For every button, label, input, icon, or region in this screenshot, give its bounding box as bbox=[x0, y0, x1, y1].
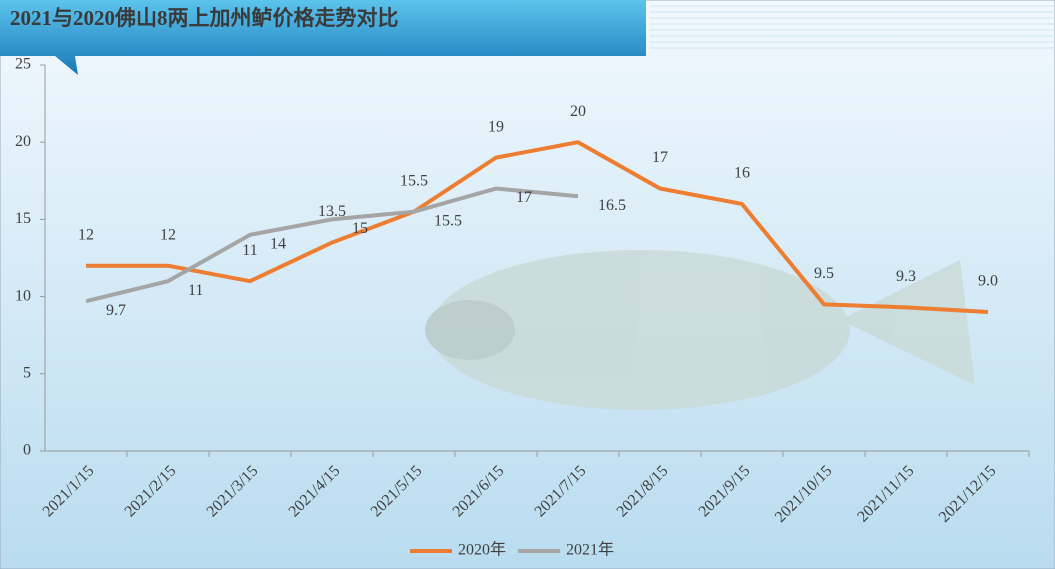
y-tick-label: 0 bbox=[23, 442, 31, 459]
data-label: 13.5 bbox=[318, 203, 346, 220]
stripes bbox=[650, 5, 1055, 49]
data-label: 16 bbox=[734, 165, 750, 182]
data-label: 17 bbox=[516, 189, 532, 206]
series-line bbox=[85, 186, 579, 304]
data-label: 17 bbox=[652, 149, 668, 166]
data-label: 12 bbox=[78, 226, 94, 243]
data-label: 15 bbox=[352, 220, 368, 237]
data-label: 12 bbox=[160, 226, 176, 243]
data-label: 20 bbox=[570, 103, 586, 120]
data-label: 14 bbox=[270, 236, 286, 253]
y-tick-label: 5 bbox=[23, 364, 31, 381]
legend-label: 2021年 bbox=[566, 541, 614, 559]
data-label: 11 bbox=[242, 242, 257, 259]
y-tick-label: 10 bbox=[15, 287, 31, 304]
title-banner bbox=[0, 0, 646, 75]
data-label: 15.5 bbox=[434, 212, 462, 229]
legend-label: 2020年 bbox=[458, 541, 506, 559]
fish bbox=[425, 250, 975, 410]
data-label: 9.3 bbox=[896, 268, 916, 285]
y-tick-label: 20 bbox=[15, 133, 31, 150]
data-label: 9.0 bbox=[978, 273, 998, 290]
data-label: 11 bbox=[188, 282, 203, 299]
data-label: 15.5 bbox=[400, 172, 428, 189]
y-tick-label: 15 bbox=[15, 210, 31, 227]
data-label: 9.7 bbox=[106, 302, 126, 319]
data-label: 9.5 bbox=[814, 265, 834, 282]
data-label: 16.5 bbox=[598, 197, 626, 214]
series-line bbox=[86, 140, 989, 315]
y-tick-label: 25 bbox=[15, 56, 31, 73]
data-label: 19 bbox=[488, 118, 504, 135]
chart-title: 2021与2020佛山8两上加州鲈价格走势对比 bbox=[10, 6, 399, 30]
